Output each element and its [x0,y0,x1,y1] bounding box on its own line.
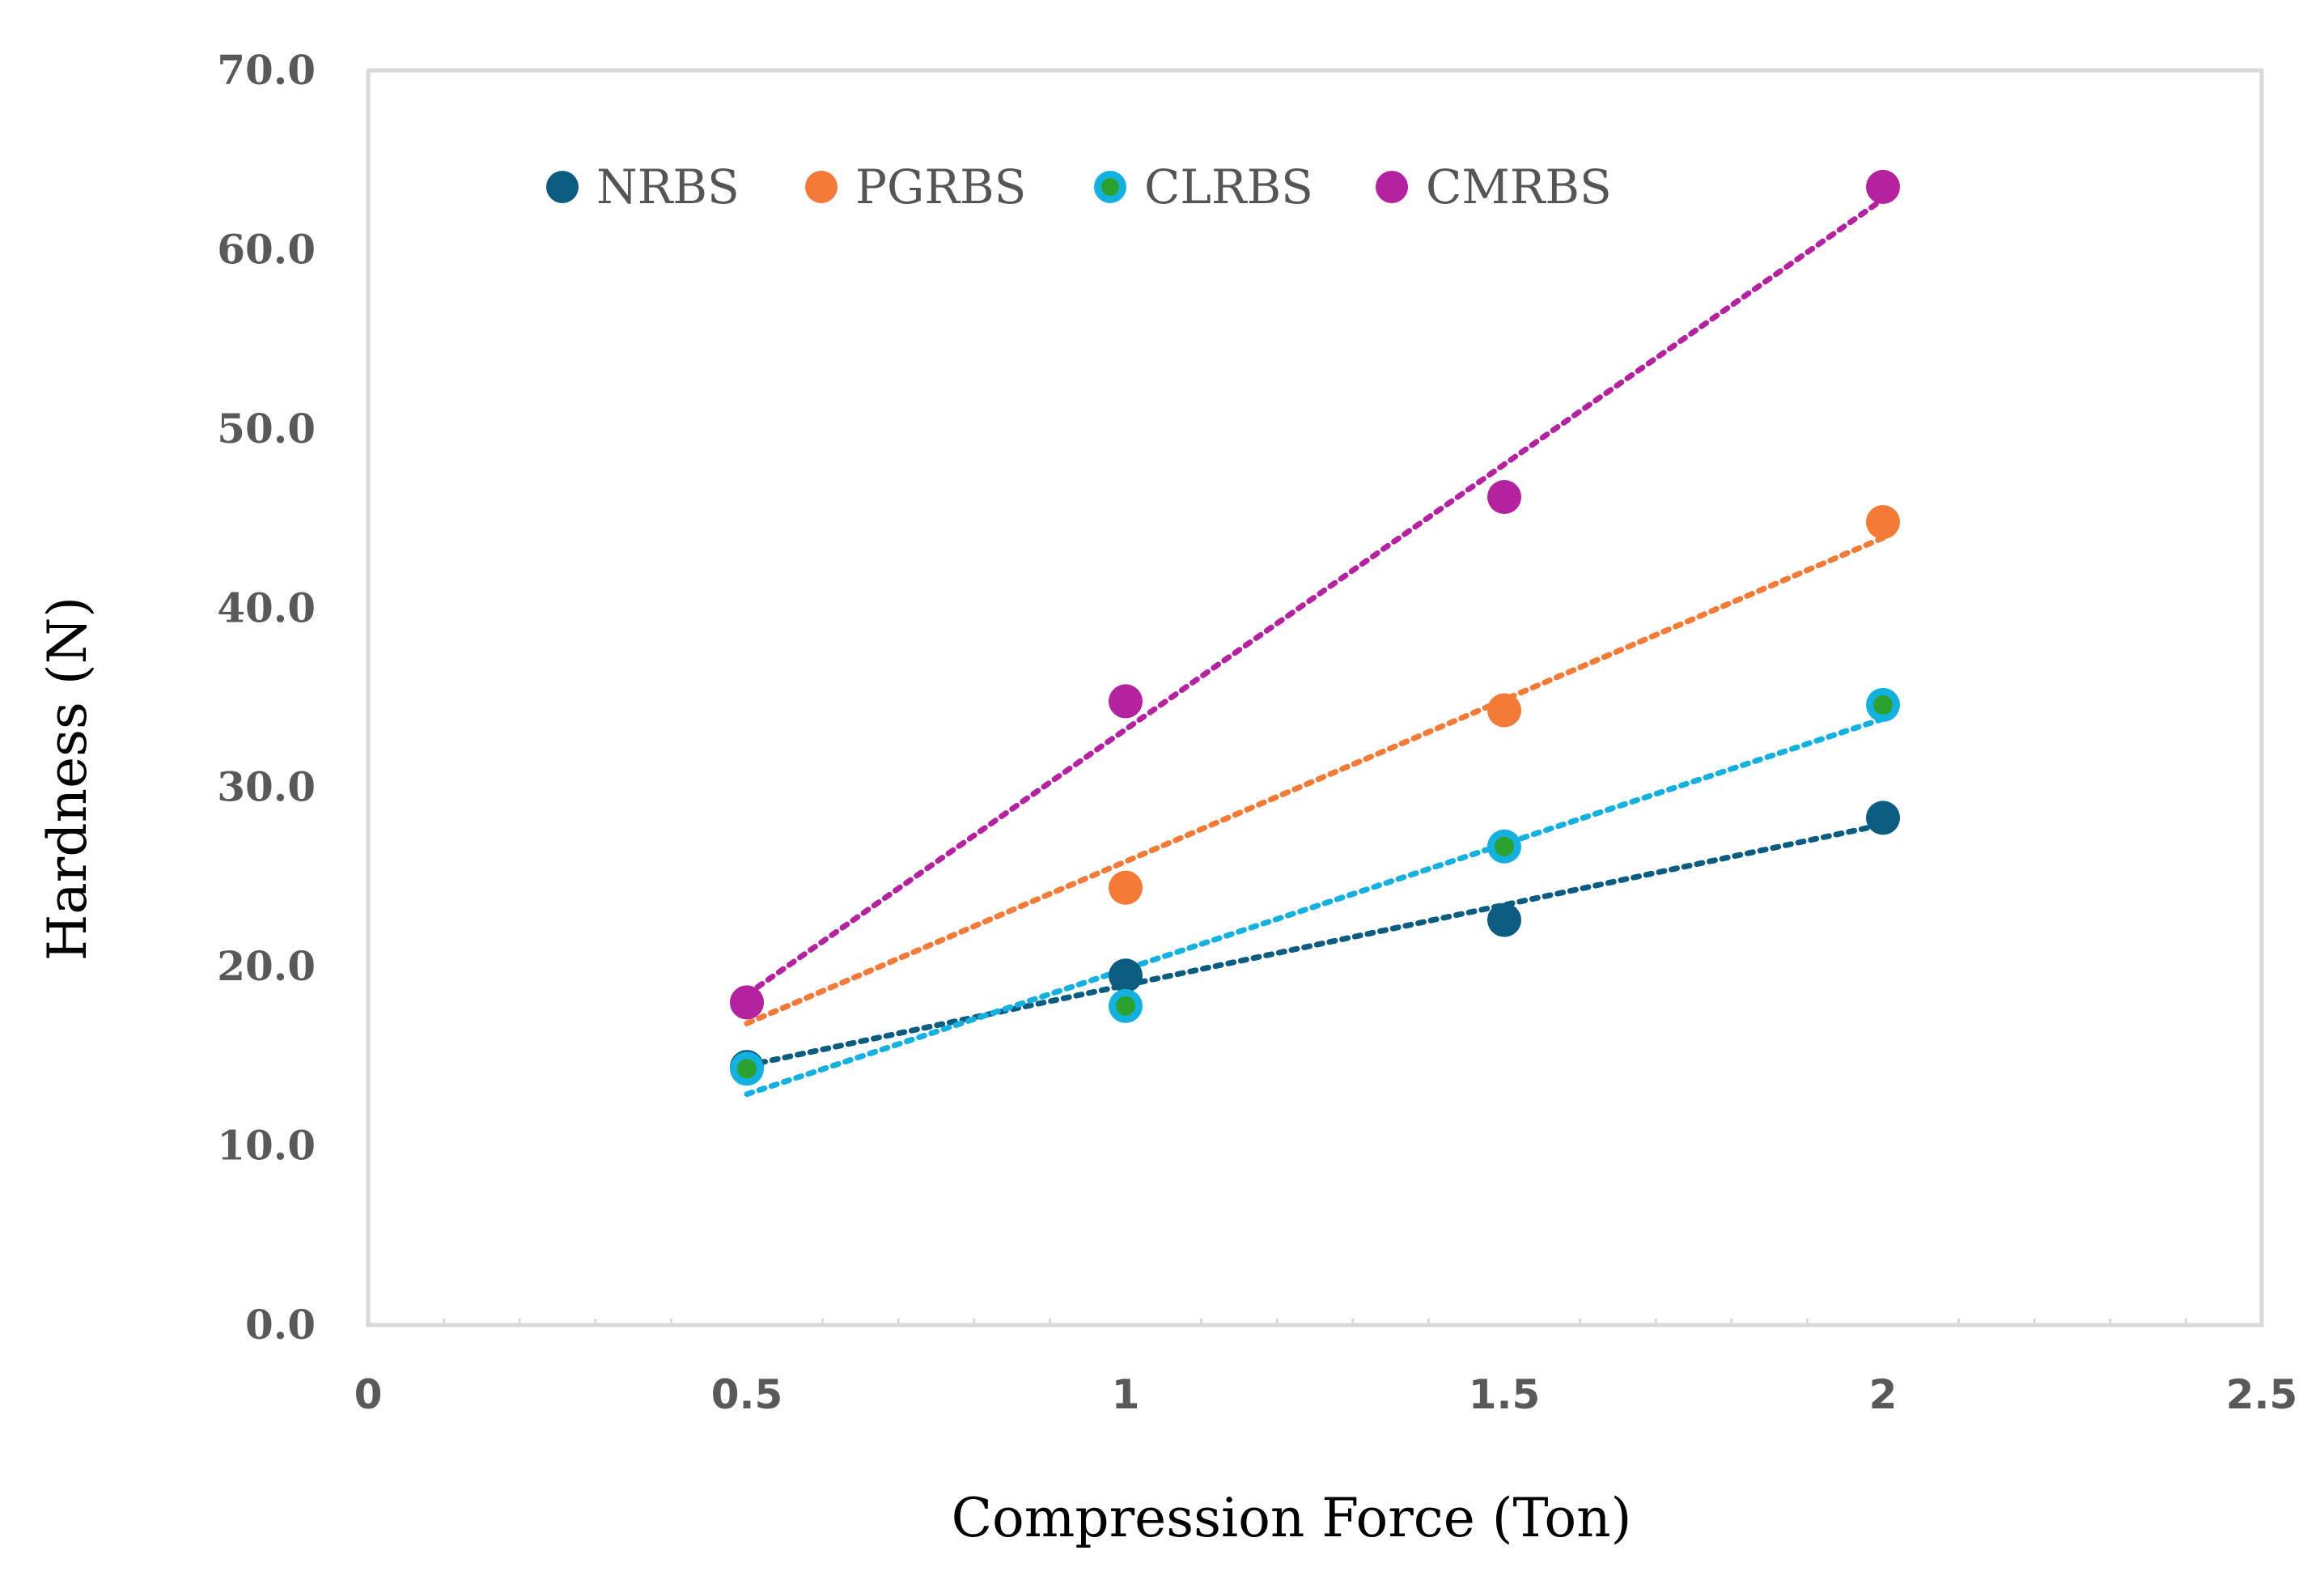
y-tick-label: 50.0 [217,405,316,452]
x-tick-label: 0 [354,1371,383,1418]
x-tick-label: 2.5 [2226,1371,2298,1418]
point-cmrbs [1109,684,1143,719]
legend-marker-nrbs [546,171,579,203]
legend-label-clrbs: CLRBS [1144,159,1313,214]
y-tick-labels: 0.0 10.0 20.0 30.0 40.0 50.0 60.0 70.0 [217,46,316,1349]
trendline-pgrbs [744,534,1886,1026]
x-axis-title: Compression Force (Ton) [952,1487,1632,1549]
x-minor-ticks [443,1319,2187,1325]
x-tick-label: 0.5 [711,1371,783,1418]
legend-marker-inner-clrbs [1101,178,1119,196]
y-tick-label: 30.0 [217,763,316,811]
x-tick-label: 2 [1869,1371,1898,1418]
y-tick-label: 10.0 [217,1122,316,1170]
y-tick-label: 70.0 [217,46,316,94]
trendline-cmrbs [744,196,1886,998]
point-nrbs [1487,903,1521,937]
legend-label-pgrbs: PGRBS [855,159,1026,214]
point-pgrbs [1109,870,1143,905]
x-tick-label: 1 [1112,1371,1140,1418]
point-inner-clrbs [1116,996,1135,1016]
y-tick-label: 20.0 [217,942,316,990]
point-nrbs [1866,801,1900,835]
trendline-clrbs [744,716,1886,1098]
legend-label-cmrbs: CMRBS [1426,159,1612,214]
point-inner-clrbs [737,1059,757,1079]
point-cmrbs [1866,169,1900,204]
legend-marker-pgrbs [805,171,838,203]
point-cmrbs [1487,480,1521,514]
point-pgrbs [1487,693,1521,728]
x-tick-label: 1.5 [1469,1371,1541,1418]
point-pgrbs [1866,505,1900,539]
point-nrbs [1109,958,1143,993]
y-tick-label: 40.0 [217,584,316,631]
y-tick-label: 60.0 [217,225,316,273]
legend: NRBS PGRBS CLRBS CMRBS [546,159,1612,214]
x-tick-labels: 0 0.5 1 1.5 2 2.5 [354,1371,2298,1418]
legend-marker-cmrbs [1376,171,1408,203]
point-inner-clrbs [1873,694,1893,715]
trendline-nrbs [744,822,1886,1068]
y-axis-title: Hardness (N) [36,597,99,961]
data-points [730,169,1900,1086]
point-cmrbs [730,985,764,1020]
y-tick-label: 0.0 [245,1301,316,1349]
legend-label-nrbs: NRBS [596,159,740,214]
trendlines [744,196,1886,1098]
point-inner-clrbs [1495,836,1514,856]
